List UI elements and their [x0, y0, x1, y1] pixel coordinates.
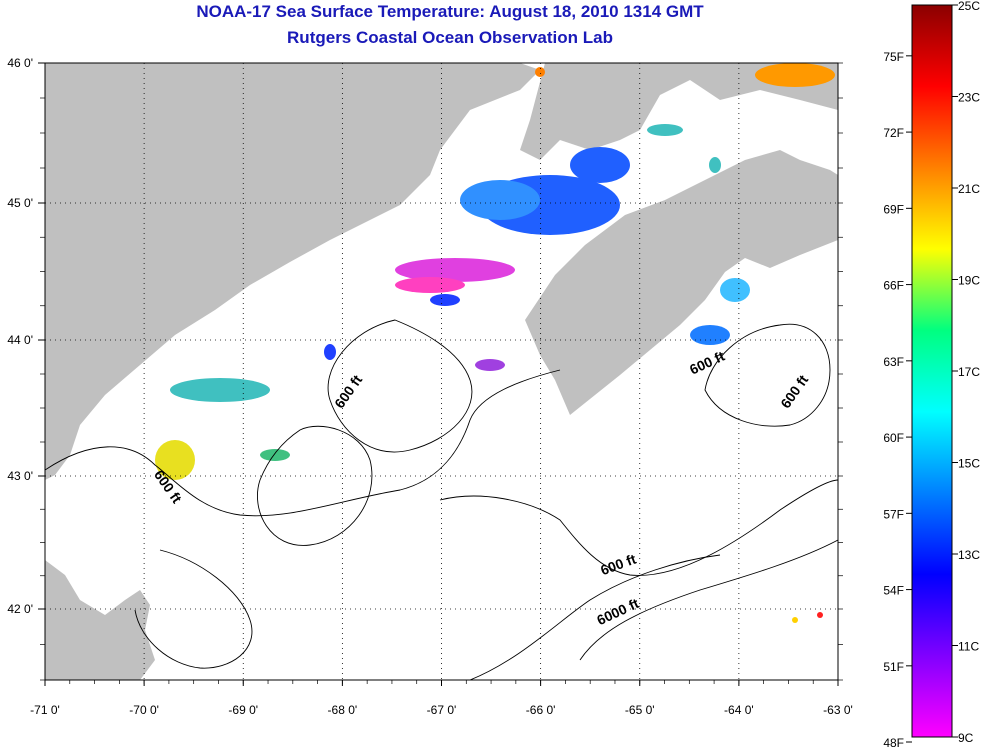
- lon-tick-label: -67 0': [427, 703, 457, 717]
- lat-tick-label: 46 0': [7, 56, 33, 70]
- lon-tick-label: -64 0': [724, 703, 754, 717]
- land-new-brunswick: [520, 63, 838, 160]
- land-cape-cod: [45, 560, 155, 680]
- celsius-label: 19C: [958, 274, 980, 288]
- axis-ticks: -71 0' -70 0' -69 0' -68 0' -67 0' -66 0' -65 …: [7, 56, 852, 717]
- land-new-england: [45, 63, 540, 480]
- celsius-label: 17C: [958, 365, 980, 379]
- map-title: NOAA-17 Sea Surface Temperature: August …: [196, 2, 704, 21]
- map-area: [45, 63, 838, 680]
- fahrenheit-label: 66F: [883, 279, 904, 293]
- lon-tick-label: -69 0': [228, 703, 258, 717]
- lon-tick-label: -66 0': [526, 703, 556, 717]
- celsius-label: 11C: [958, 640, 979, 654]
- colorbar-ramp: [911, 4, 953, 738]
- fahrenheit-label: 69F: [883, 202, 904, 216]
- celsius-label: 23C: [958, 91, 980, 105]
- fahrenheit-label: 51F: [883, 660, 904, 674]
- fahrenheit-label: 57F: [883, 507, 904, 521]
- lon-tick-label: -68 0': [328, 703, 358, 717]
- celsius-label: 13C: [958, 548, 980, 562]
- lat-tick-label: 45 0': [7, 196, 33, 210]
- fahrenheit-label: 48F: [883, 736, 904, 750]
- celsius-label: 15C: [958, 457, 980, 471]
- lat-tick-label: 43 0': [7, 469, 33, 483]
- lon-tick-label: -63 0': [823, 703, 853, 717]
- land-nova-scotia: [525, 150, 838, 415]
- celsius-label: 21C: [958, 182, 980, 196]
- colorbar: 25C 23C 21C 19C 17C 15C 13C 11C 9C 75F 72F 69F 66F 63…: [883, 0, 980, 750]
- fahrenheit-label: 60F: [883, 431, 904, 445]
- fahrenheit-label: 75F: [883, 50, 904, 64]
- lon-tick-label: -70 0': [129, 703, 159, 717]
- bathymetry-contours: [45, 319, 838, 680]
- sst-patches: [155, 63, 835, 623]
- fahrenheit-label: 72F: [883, 126, 904, 140]
- map-subtitle: Rutgers Coastal Ocean Observation Lab: [287, 28, 613, 47]
- lat-tick-label: 44 0': [7, 333, 33, 347]
- lon-tick-label: -71 0': [30, 703, 60, 717]
- fahrenheit-label: 63F: [883, 355, 904, 369]
- celsius-label: 9C: [958, 731, 974, 745]
- celsius-label: 25C: [958, 0, 980, 13]
- lat-tick-label: 42 0': [7, 602, 33, 616]
- fahrenheit-label: 54F: [883, 584, 904, 598]
- lon-tick-label: -65 0': [625, 703, 655, 717]
- colorbar-labels: 25C 23C 21C 19C 17C 15C 13C 11C 9C 75F 72F 69F 66F 63…: [883, 0, 980, 750]
- lat-lon-grid: [45, 63, 838, 680]
